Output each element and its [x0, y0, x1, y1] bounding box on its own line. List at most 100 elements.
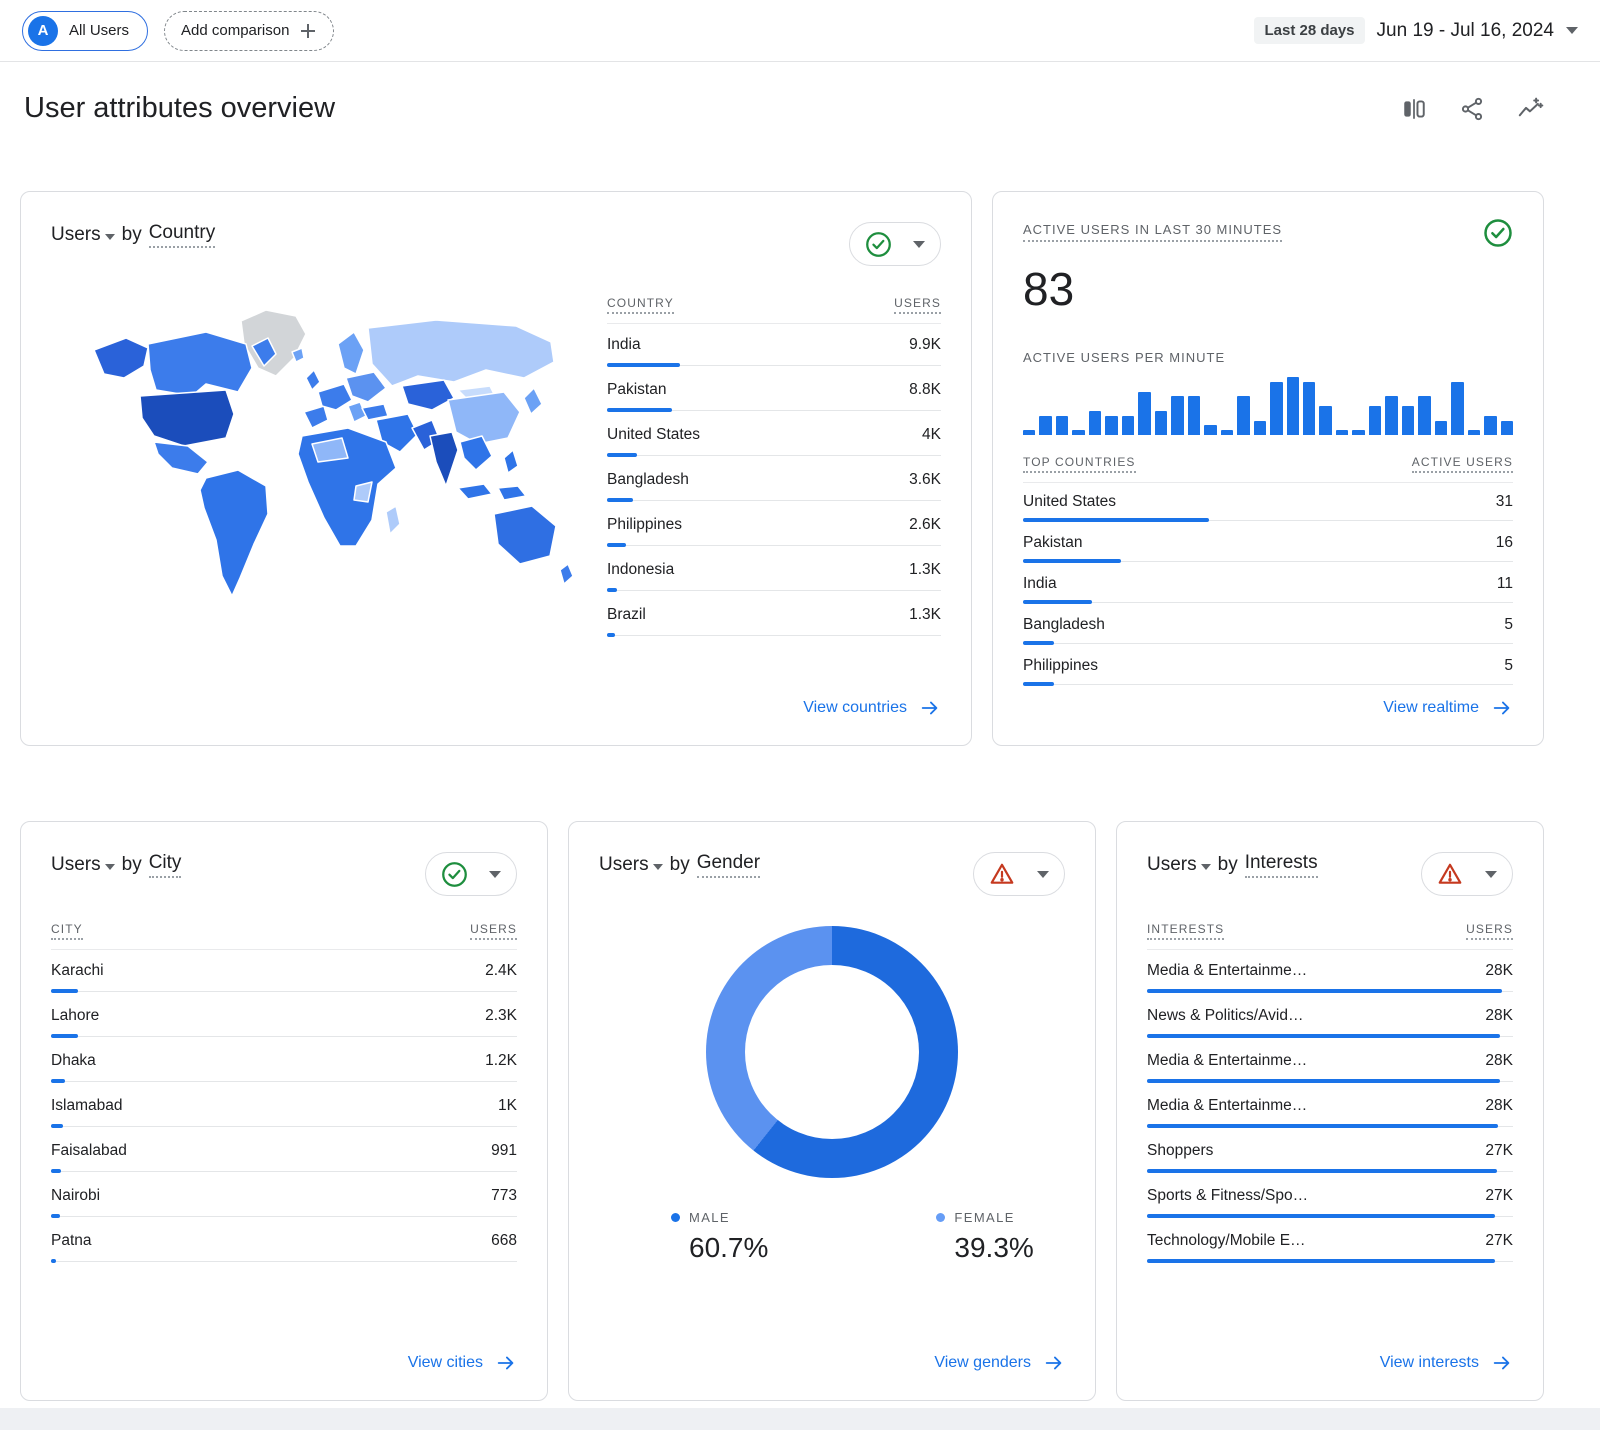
row-label: Indonesia	[607, 561, 674, 579]
row-bar-fill	[1023, 559, 1121, 563]
column-header-city[interactable]: CITY	[51, 922, 83, 940]
all-users-chip[interactable]: A All Users	[22, 11, 148, 51]
data-quality-warning-badge[interactable]	[973, 852, 1065, 896]
column-header-country[interactable]: COUNTRY	[607, 296, 674, 314]
all-users-label: All Users	[69, 22, 129, 39]
map-region-japan	[524, 388, 542, 414]
table-row: News & Politics/Avid… 28K	[1147, 995, 1513, 1038]
warning-triangle-icon	[1437, 861, 1463, 887]
per-minute-bar	[1402, 406, 1414, 435]
row-value: 16	[1496, 534, 1513, 552]
row-bar-track	[1147, 1034, 1513, 1038]
per-minute-bar	[1435, 421, 1447, 436]
row-bar-track	[51, 1034, 517, 1038]
row-label: Bangladesh	[607, 471, 689, 489]
row-label: Sports & Fitness/Spo…	[1147, 1187, 1308, 1205]
table-row: Bangladesh 5	[1023, 606, 1513, 645]
metric-selector[interactable]: Users	[599, 854, 663, 876]
per-minute-bar	[1451, 382, 1463, 435]
dimension-selector-interests[interactable]: Interests	[1245, 852, 1318, 878]
per-minute-heading: ACTIVE USERS PER MINUTE	[1023, 350, 1513, 365]
row-label: Faisalabad	[51, 1142, 127, 1160]
data-quality-warning-badge[interactable]	[1421, 852, 1513, 896]
warning-triangle-icon	[989, 861, 1015, 887]
date-range-text: Jun 19 - Jul 16, 2024	[1377, 20, 1554, 42]
share-icon[interactable]	[1459, 96, 1485, 122]
map-region-turkey	[362, 404, 388, 420]
row-bar-fill	[51, 1214, 60, 1218]
dimension-selector-gender[interactable]: Gender	[697, 852, 760, 878]
table-row: Sports & Fitness/Spo… 27K	[1147, 1175, 1513, 1218]
row-bar-track	[1023, 518, 1513, 522]
map-region-philippines	[504, 450, 518, 473]
users-by-gender-card: Users by Gender MALE	[568, 821, 1096, 1401]
check-circle-icon	[441, 861, 468, 888]
row-bar-fill	[607, 543, 626, 547]
arrow-right-icon	[1043, 1352, 1065, 1374]
row-label: Pakistan	[607, 381, 666, 399]
row-bar-track	[607, 633, 941, 637]
row-bar-fill	[1147, 1259, 1495, 1263]
column-header-top-countries[interactable]: TOP COUNTRIES	[1023, 455, 1136, 473]
metric-selector[interactable]: Users	[1147, 854, 1211, 876]
row-value: 27K	[1485, 1232, 1513, 1250]
row-bar-fill	[1147, 1079, 1500, 1083]
arrow-right-icon	[495, 1352, 517, 1374]
table-row: Lahore 2.3K	[51, 995, 517, 1038]
row-label: Islamabad	[51, 1097, 123, 1115]
row-bar-fill	[607, 363, 680, 367]
metric-selector[interactable]: Users	[51, 224, 115, 246]
realtime-card: ACTIVE USERS IN LAST 30 MINUTES 83 ACTIV…	[992, 191, 1544, 746]
per-minute-bar	[1385, 396, 1397, 435]
column-header-active-users[interactable]: ACTIVE USERS	[1412, 455, 1513, 473]
date-range-selector[interactable]: Last 28 days Jun 19 - Jul 16, 2024	[1254, 17, 1578, 44]
view-interests-link[interactable]: View interests	[1380, 1352, 1513, 1374]
add-comparison-button[interactable]: Add comparison	[164, 11, 334, 51]
view-realtime-link[interactable]: View realtime	[1383, 697, 1513, 719]
row-bar-track	[1023, 682, 1513, 686]
row-label: Media & Entertainme…	[1147, 962, 1307, 980]
legend-label: FEMALE	[954, 1210, 1014, 1225]
edit-comparisons-icon[interactable]	[1401, 96, 1427, 122]
table-row: Karachi 2.4K	[51, 950, 517, 993]
check-circle-icon[interactable]	[1483, 218, 1513, 248]
column-header-users[interactable]: USERS	[470, 922, 517, 940]
row-bar-track	[1023, 641, 1513, 645]
row-bar-fill	[1147, 1034, 1500, 1038]
map-region-iberia	[304, 406, 328, 428]
row-value: 3.6K	[909, 471, 941, 489]
view-countries-link[interactable]: View countries	[803, 697, 941, 719]
row-bar-fill	[607, 453, 637, 457]
page-title: User attributes overview	[24, 92, 335, 125]
legend-item: MALE 60.7%	[671, 1210, 768, 1264]
metric-selector[interactable]: Users	[51, 854, 115, 876]
per-minute-bar	[1155, 411, 1167, 435]
view-cities-link[interactable]: View cities	[408, 1352, 517, 1374]
row-bar-track	[607, 498, 941, 502]
by-label: by	[670, 854, 690, 876]
row-bar-track	[607, 543, 941, 547]
data-quality-badge[interactable]	[425, 852, 517, 896]
data-quality-badge[interactable]	[849, 222, 941, 266]
chevron-down-icon	[489, 871, 501, 878]
row-value: 28K	[1485, 1097, 1513, 1115]
column-header-users[interactable]: USERS	[894, 296, 941, 314]
column-header-users[interactable]: USERS	[1466, 922, 1513, 940]
dimension-selector-city[interactable]: City	[149, 852, 182, 878]
row-bar-track	[1147, 1169, 1513, 1173]
dimension-selector-country[interactable]: Country	[149, 222, 216, 248]
row-bar-fill	[1147, 1124, 1498, 1128]
row-value: 9.9K	[909, 336, 941, 354]
by-label: by	[122, 854, 142, 876]
row-value: 1K	[498, 1097, 517, 1115]
per-minute-bar	[1352, 430, 1364, 435]
column-header-interests[interactable]: INTERESTS	[1147, 922, 1224, 940]
insights-icon[interactable]	[1517, 95, 1544, 122]
row-label: Karachi	[51, 962, 104, 980]
view-genders-link[interactable]: View genders	[934, 1352, 1065, 1374]
chevron-down-icon	[653, 864, 663, 870]
date-preset-badge: Last 28 days	[1254, 17, 1364, 44]
row-value: 28K	[1485, 1007, 1513, 1025]
row-label: Dhaka	[51, 1052, 96, 1070]
row-bar-track	[1147, 1259, 1513, 1263]
